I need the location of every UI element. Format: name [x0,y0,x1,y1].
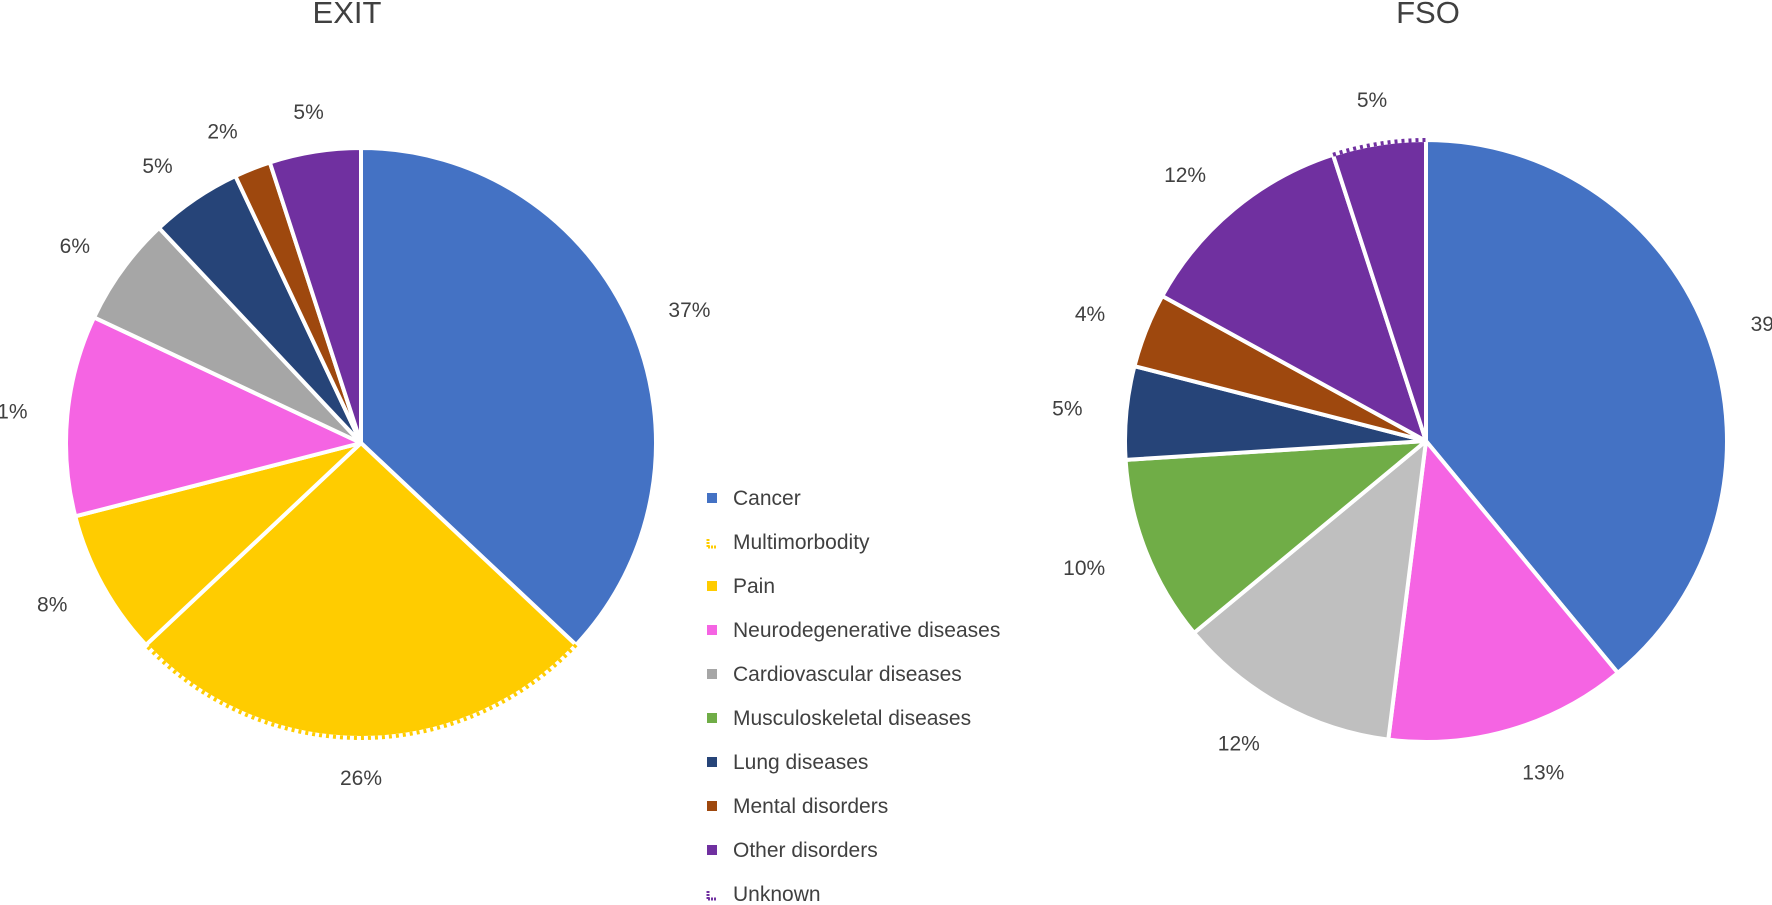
legend-item-unknown: Unknown [706,883,821,905]
legend-item-pain: Pain [707,575,775,598]
slice-neurodegenerative-diseases [1386,439,1620,744]
legend: Cancer Multimorbodity Pain Neurodegenerativ… [706,487,1000,905]
legend-label-musculoskeletal-diseases: Musculoskeletal diseases [733,707,971,730]
label-neurodegenerative-diseases: 13% [1522,761,1564,784]
label-cancer: 37% [668,299,710,322]
pie-fso: 39% 13% 12% 10% 5% 4% 12% 5% [1052,89,1772,784]
legend-item-cardiovascular-diseases: Cardiovascular diseases [707,663,962,686]
label-cardiovascular-diseases: 12% [1218,732,1260,755]
slice-other-disorders [267,146,363,445]
slice-outline-multimorbodity [144,643,578,741]
legend-item-cancer: Cancer [707,487,801,510]
slice-cardiovascular-diseases [1192,439,1428,742]
label-musculoskeletal-diseases: 10% [1063,557,1105,580]
legend-marker-unknown [706,890,717,901]
slice-cancer [1424,138,1729,675]
label-other-disorders: 12% [1164,164,1206,187]
legend-item-mental-disorders: Mental disorders [707,795,888,818]
legend-item-musculoskeletal-diseases: Musculoskeletal diseases [707,707,971,730]
legend-marker-musculoskeletal-diseases [707,713,717,723]
legend-label-pain: Pain [733,575,775,598]
legend-label-lung-diseases: Lung diseases [733,751,868,774]
legend-label-cancer: Cancer [733,487,801,510]
legend-label-neurodegenerative-diseases: Neurodegenerative diseases [733,619,1000,642]
legend-label-other-disorders: Other disorders [733,839,878,862]
legend-marker-cardiovascular-diseases [707,669,717,679]
label-pain: 8% [37,593,67,616]
legend-item-other-disorders: Other disorders [707,839,878,862]
legend-marker-cancer [707,493,717,503]
legend-label-unknown: Unknown [733,883,821,905]
legend-label-cardiovascular-diseases: Cardiovascular diseases [733,663,962,686]
legend-marker-multimorbodity [706,538,717,549]
chart-title-fso: FSO [1396,0,1460,30]
legend-marker-neurodegenerative-diseases [707,625,717,635]
legend-label-multimorbodity: Multimorbodity [733,531,870,554]
label-mental-disorders: 4% [1075,303,1105,326]
label-neurodegenerative-diseases: 11% [0,401,28,424]
pie-exit: 37% 26% 8% 11% 6% 5% 2% 5% [0,101,710,790]
label-lung-diseases: 5% [142,155,172,178]
slice-other-disorders [1160,152,1428,443]
label-cardiovascular-diseases: 6% [60,235,90,258]
label-lung-diseases: 5% [1052,398,1082,421]
legend-item-lung-diseases: Lung diseases [707,751,868,774]
label-multimorbodity: 26% [340,767,382,790]
legend-item-neurodegenerative-diseases: Neurodegenerative diseases [707,619,1000,642]
label-other-disorders: 5% [293,101,323,124]
slice-musculoskeletal-diseases [1123,439,1428,635]
label-mental-disorders: 2% [207,121,237,144]
label-cancer: 39% [1751,313,1772,336]
legend-marker-pain [707,581,717,591]
slice-cancer [359,146,658,647]
legend-label-mental-disorders: Mental disorders [733,795,888,818]
legend-marker-other-disorders [707,845,717,855]
legend-marker-mental-disorders [707,801,717,811]
legend-marker-lung-diseases [707,757,717,767]
slice-neurodegenerative-diseases [64,315,363,519]
legend-item-multimorbodity: Multimorbodity [706,531,870,554]
slice-pain [73,441,363,647]
label-unknown: 5% [1357,89,1387,112]
chart-title-exit: EXIT [313,0,382,30]
